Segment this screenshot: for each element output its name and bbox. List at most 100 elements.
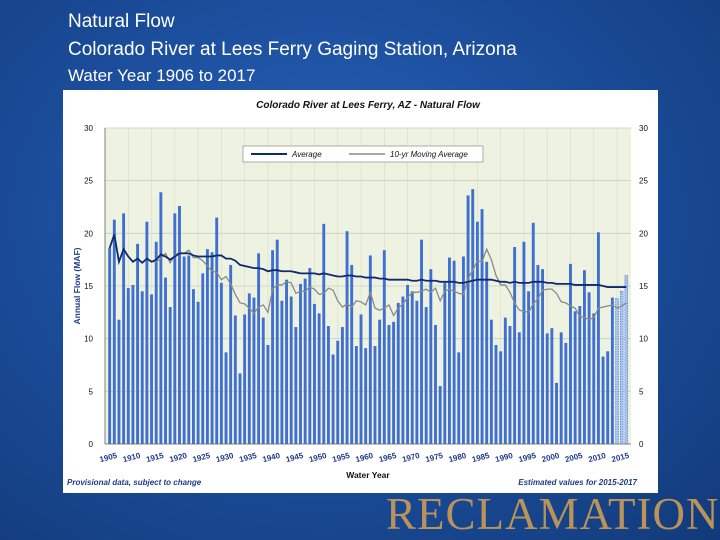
bar: [136, 243, 140, 444]
bar: [266, 344, 270, 444]
bar: [150, 294, 153, 444]
bar: [382, 250, 386, 444]
lines-group: [108, 234, 627, 321]
x-tick-label: 2015: [611, 451, 631, 464]
bar: [122, 213, 126, 444]
x-tick-label: 1950: [308, 451, 328, 464]
y-tick-label-left: 0: [89, 440, 94, 449]
bar-estimated: [624, 275, 629, 445]
legend-moving-average-label: 10-yr Moving Average: [390, 150, 468, 159]
bar: [191, 289, 195, 444]
title-line-1: Natural Flow: [68, 11, 175, 32]
y-tick-label-right: 20: [639, 229, 648, 238]
chart-panel: 0 0 5 5 10 10 15 15 20 20 25 25 30 30 1905 1910 1915 1920…: [63, 90, 658, 493]
x-tick-label: 1915: [145, 451, 165, 464]
x-axis-label: Water Year: [346, 470, 390, 480]
bar: [485, 261, 489, 444]
y-tick-label-left: 25: [84, 177, 93, 186]
bar: [461, 256, 465, 444]
bar: [378, 319, 382, 444]
bar: [596, 232, 600, 444]
bar: [233, 315, 237, 444]
bar: [587, 292, 591, 444]
bar: [517, 332, 521, 444]
bar: [340, 327, 344, 444]
title-line-2: Colorado River at Lees Ferry Gaging Stat…: [68, 39, 517, 60]
bar: [275, 239, 279, 444]
bar: [401, 296, 405, 444]
x-tick-label: 1955: [331, 451, 351, 464]
x-tick-label: 1975: [424, 451, 444, 464]
bar: [322, 223, 326, 444]
title-line-3: Water Year 1906 to 2017: [68, 66, 256, 85]
bar: [494, 344, 498, 444]
bar: [164, 277, 167, 444]
bar: [457, 352, 461, 444]
bar: [205, 249, 209, 444]
bar: [508, 326, 512, 444]
bar: [252, 297, 256, 444]
bar: [536, 264, 540, 444]
bar: [420, 239, 423, 444]
x-tick-label: 2010: [587, 451, 607, 464]
x-tick-label: 1985: [471, 451, 491, 464]
bar: [555, 382, 558, 444]
bar: [583, 270, 586, 444]
bar: [140, 291, 144, 444]
bar: [215, 217, 219, 444]
bar: [354, 346, 358, 444]
bars-group: [108, 189, 629, 445]
x-tick-label: 1945: [285, 451, 305, 464]
bar: [336, 340, 340, 444]
bar: [438, 386, 442, 444]
bar: [531, 222, 535, 444]
bar: [424, 307, 428, 444]
bar: [313, 303, 316, 444]
bar: [238, 373, 242, 444]
x-tick-label: 1930: [215, 451, 235, 464]
bar: [187, 255, 191, 444]
x-tick-label: 1960: [355, 451, 375, 464]
bar: [373, 346, 377, 444]
bar: [434, 324, 437, 444]
reclamation-logo: RECLAMATION: [386, 489, 720, 539]
bar: [350, 264, 354, 444]
y-axis-label: Annual Flow (MAF): [72, 247, 82, 324]
bar: [527, 291, 531, 444]
bar: [285, 279, 288, 444]
bar: [317, 313, 321, 444]
y-tick-label-left: 15: [84, 282, 93, 291]
bar-estimated: [615, 298, 619, 445]
bar: [429, 269, 433, 444]
bar: [503, 317, 507, 444]
moving-average-line: [109, 234, 627, 321]
average-line: [108, 234, 627, 288]
bar: [108, 248, 112, 444]
provisional-note: Provisional data, subject to change: [67, 478, 202, 487]
bar: [168, 307, 172, 444]
bar: [392, 321, 396, 444]
bar: [415, 300, 419, 444]
bar: [243, 314, 247, 444]
bar: [229, 264, 233, 444]
bar: [480, 209, 484, 444]
bar: [452, 260, 456, 444]
y-tick-label-right: 15: [639, 282, 648, 291]
x-tick-label: 2005: [564, 451, 584, 464]
x-tick-label: 1965: [378, 451, 398, 464]
x-tick-label: 1920: [168, 451, 188, 464]
x-tick-label: 1990: [494, 451, 514, 464]
bar: [359, 314, 363, 444]
bar: [303, 278, 307, 444]
bar: [550, 328, 554, 444]
bar: [522, 241, 526, 444]
bar: [475, 221, 479, 444]
y-tick-label-left: 20: [84, 229, 93, 238]
bar: [499, 351, 503, 444]
bar: [545, 333, 549, 444]
x-tick-label: 1925: [192, 451, 212, 464]
bar: [294, 327, 298, 444]
bar: [443, 282, 447, 444]
bar: [541, 269, 545, 444]
bar: [592, 313, 596, 444]
